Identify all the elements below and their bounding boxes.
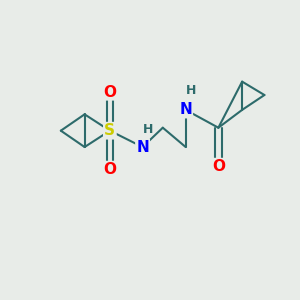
Text: S: S <box>104 123 116 138</box>
Text: O: O <box>103 85 116 100</box>
Text: O: O <box>103 162 116 177</box>
Text: N: N <box>179 102 192 117</box>
Text: N: N <box>136 140 149 154</box>
Text: O: O <box>212 159 225 174</box>
Text: H: H <box>186 84 196 97</box>
Text: H: H <box>143 123 153 136</box>
